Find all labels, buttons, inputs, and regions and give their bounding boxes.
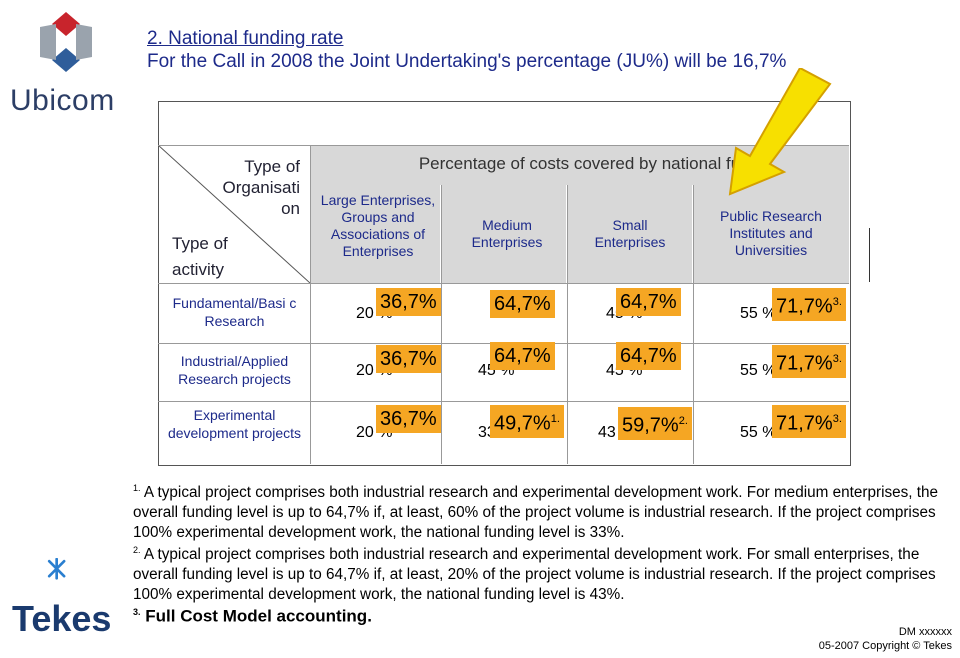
corner-org-label: Type of Organisati on bbox=[222, 157, 300, 218]
ubicom-logo-text: Ubicom bbox=[10, 84, 115, 117]
cell-ju-badge: 36,7% bbox=[376, 405, 441, 433]
row-header-fundamental: Fundamental/Basi c Research bbox=[172, 295, 297, 329]
cell-ju-badge: 64,7% bbox=[616, 288, 681, 316]
cell-ju-badge: 36,7% bbox=[376, 288, 441, 316]
grid-line bbox=[310, 145, 311, 464]
tekes-logo-icon bbox=[47, 558, 66, 580]
col-header-bg bbox=[310, 185, 440, 283]
cell-base-value: 55 % bbox=[740, 305, 777, 322]
cell-ju-badge: 71,7%3. bbox=[772, 405, 846, 438]
footnote-2: 2. A typical project comprises both indu… bbox=[133, 545, 936, 604]
slide-title: 2. National funding rate bbox=[147, 28, 344, 49]
grid-line bbox=[158, 283, 849, 284]
cell-ju-badge: 71,7%3. bbox=[772, 288, 846, 321]
grid-line bbox=[158, 401, 849, 402]
tekes-logo-text: Tekes bbox=[12, 598, 112, 639]
corner-activity-line: activity bbox=[172, 260, 224, 279]
cell-ju-badge: 49,7%1. bbox=[490, 405, 564, 438]
corner-activity-line: Type of bbox=[172, 234, 228, 253]
cell-base-value: 55 % bbox=[740, 362, 777, 379]
table-header-title: Percentage of costs covered by national … bbox=[418, 154, 741, 173]
col-header-small: Small Enterprises bbox=[594, 217, 666, 250]
highlight-arrow-icon bbox=[728, 68, 832, 196]
corner-activity-label: Type of activity bbox=[172, 231, 228, 283]
grid-line bbox=[441, 185, 442, 464]
col-header-bg bbox=[568, 185, 692, 283]
row-header-industrial: Industrial/Applied Research projects bbox=[178, 353, 291, 387]
grid-line bbox=[869, 228, 870, 282]
footer-copyright: 05-2007 Copyright © Tekes bbox=[818, 640, 952, 652]
row-header-experimental: Experimental development projects bbox=[167, 407, 302, 441]
grid-line bbox=[693, 185, 694, 464]
col-header-bg bbox=[442, 185, 566, 283]
cell-ju-badge: 36,7% bbox=[376, 345, 441, 373]
col-header-medium: Medium Enterprises bbox=[471, 217, 543, 250]
footnote-1: 1. A typical project comprises both indu… bbox=[133, 483, 939, 542]
cell-ju-badge: 59,7%2. bbox=[618, 407, 692, 440]
cell-ju-badge: 64,7% bbox=[490, 342, 555, 370]
col-header-public: Public Research Institutes and Universit… bbox=[720, 208, 822, 258]
ubicom-logo-icon bbox=[40, 12, 92, 72]
cell-base-value: 55 % bbox=[740, 424, 777, 441]
slide-subtitle: For the Call in 2008 the Joint Undertaki… bbox=[147, 51, 787, 72]
footnote-3: 3. Full Cost Model accounting. bbox=[133, 606, 372, 626]
cell-ju-badge: 71,7%3. bbox=[772, 345, 846, 378]
grid-line bbox=[158, 145, 849, 146]
col-header-bg bbox=[694, 185, 849, 283]
col-header-large: Large Enterprises, Groups and Associatio… bbox=[320, 192, 436, 259]
corner-diagonal bbox=[158, 145, 310, 283]
cell-ju-badge: 64,7% bbox=[616, 342, 681, 370]
grid-line bbox=[567, 185, 568, 464]
cell-ju-badge: 64,7% bbox=[490, 290, 555, 318]
footer-doc-id: DM xxxxxx bbox=[898, 626, 952, 638]
